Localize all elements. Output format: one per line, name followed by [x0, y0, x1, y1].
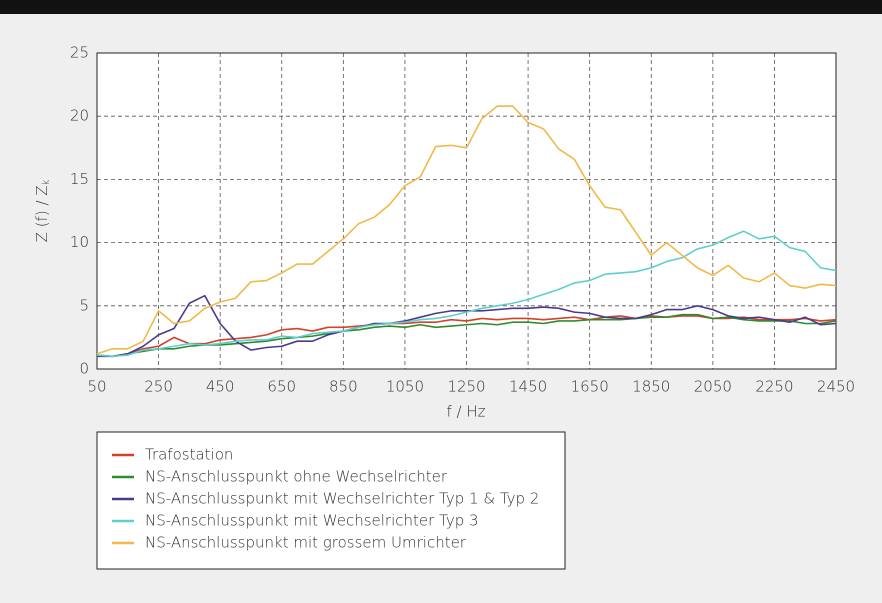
legend-box [96, 431, 566, 570]
series-line [97, 294, 837, 358]
legend-label: NS-Anschlusspunkt mit grossem Umrichter [145, 534, 467, 552]
x-tick-label: 1450 [509, 378, 547, 396]
x-tick-label: 2250 [755, 378, 793, 396]
y-axis-label-sub: k [41, 179, 52, 185]
series-line [96, 105, 837, 355]
y-tick-label: 5 [79, 296, 89, 314]
y-tick-label: 25 [70, 44, 89, 62]
y-tick-label: 10 [70, 233, 89, 251]
y-tick-label: 20 [70, 107, 89, 125]
x-tick-label: 650 [267, 378, 296, 396]
y-axis-label: Z (f) / Zk [33, 179, 53, 242]
x-tick-label: 1250 [447, 378, 485, 396]
legend-label: NS-Anschlusspunkt mit Wechselrichter Typ… [145, 512, 479, 530]
legend-label: NS-Anschlusspunkt mit Wechselrichter Typ… [145, 490, 539, 508]
y-tick-label: 15 [70, 170, 89, 188]
x-tick-label: 850 [329, 378, 358, 396]
plot-border [96, 52, 837, 370]
x-tick-label: 2450 [817, 378, 855, 396]
x-axis-label: f / Hz [446, 403, 485, 421]
legend-label: Trafostation [145, 446, 233, 464]
x-tick-label: 250 [144, 378, 173, 396]
series-line [96, 230, 837, 358]
x-tick-label: 1650 [571, 378, 609, 396]
top-bar [0, 0, 882, 14]
y-axis-label-main: Z (f) / Z [33, 185, 51, 242]
series-line [96, 313, 837, 358]
x-tick-label: 50 [87, 378, 106, 396]
x-tick-label: 450 [206, 378, 235, 396]
x-tick-label: 1050 [386, 378, 424, 396]
y-tick-label: 0 [79, 360, 89, 378]
x-tick-label: 2050 [694, 378, 732, 396]
legend-label: NS-Anschlusspunkt ohne Wechselrichter [145, 468, 448, 486]
x-tick-label: 1850 [632, 378, 670, 396]
